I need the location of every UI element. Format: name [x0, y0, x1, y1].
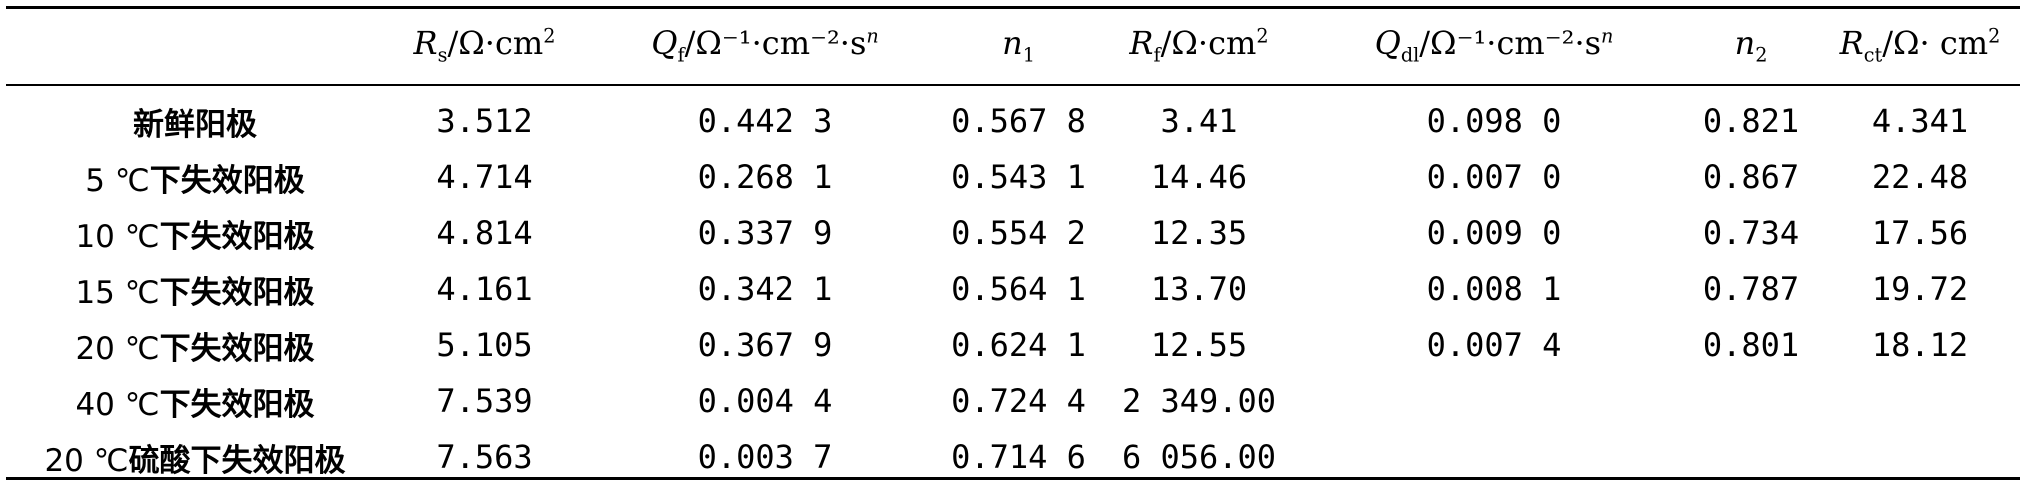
table-cell: 3.41 [1160, 102, 1238, 140]
row-label-prefix: 40 ℃ [75, 386, 160, 423]
row-label-prefix: 5 ℃ [85, 162, 150, 199]
table-row: 40 ℃下失效阳极 7.539 0.004 4 0.724 4 2 349.00 [6, 373, 2020, 429]
table-cell: 0.624 1 [951, 326, 1086, 364]
table-cell: 4.161 [436, 270, 533, 308]
row-label-text: 硫酸下失效阳极 [128, 442, 346, 479]
table-cell [1820, 429, 2020, 485]
table-cell: 0.009 0 [1426, 214, 1562, 252]
table-cell: 0.564 1 [951, 270, 1086, 308]
table-cell: 0.554 2 [951, 214, 1086, 252]
row-label-prefix: 20 ℃ [44, 442, 129, 479]
parameter-table: Rs/Ω·cm2 Qf/Ω⁻¹·cm⁻²·sn n1 Rf/Ω·cm2 Qdl/… [6, 6, 2020, 480]
column-header: Rf/Ω·cm2 [1129, 24, 1269, 67]
table-cell: 0.801 [1702, 326, 1800, 364]
table-cell: 0.337 9 [697, 214, 833, 252]
row-label-prefix: 10 ℃ [75, 218, 160, 255]
table-cell: 17.56 [1871, 214, 1969, 252]
table-cell: 2 349.00 [1121, 382, 1277, 420]
column-header: n1 [1002, 24, 1035, 67]
table-cell: 5.105 [436, 326, 533, 364]
row-label-text: 新鲜阳极 [133, 106, 257, 143]
table-cell: 7.563 [436, 438, 533, 476]
table-row: 20 ℃下失效阳极 5.105 0.367 9 0.624 1 12.55 0.007 4… [6, 317, 2020, 373]
row-label: 5 ℃下失效阳极 [6, 149, 384, 205]
row-label-text: 下失效阳极 [159, 330, 315, 367]
row-label: 10 ℃下失效阳极 [6, 205, 384, 261]
table-cell: 0.367 9 [697, 326, 833, 364]
table-cell: 0.008 1 [1426, 270, 1562, 308]
row-label-prefix: 20 ℃ [75, 330, 160, 367]
table-cell: 6 056.00 [1121, 438, 1277, 476]
data-table: Rs/Ω·cm2 Qf/Ω⁻¹·cm⁻²·sn n1 Rf/Ω·cm2 Qdl/… [6, 6, 2020, 485]
table-cell: 0.543 1 [951, 158, 1086, 196]
table-row: 10 ℃下失效阳极 4.814 0.337 9 0.554 2 12.35 0.009 0… [6, 205, 2020, 261]
table-cell: 0.003 7 [697, 438, 833, 476]
table-cell: 0.867 [1702, 158, 1800, 196]
column-header: Rs/Ω·cm2 [413, 24, 556, 67]
table-cell: 0.342 1 [697, 270, 833, 308]
column-header: Rct/Ω· cm2 [1839, 24, 2001, 67]
header-corner [6, 6, 384, 85]
table-cell: 22.48 [1871, 158, 1969, 196]
row-label-text: 下失效阳极 [159, 274, 315, 311]
table-cell: 0.268 1 [697, 158, 833, 196]
table-cell: 0.442 3 [697, 102, 833, 140]
table-cell: 12.35 [1150, 214, 1248, 252]
table-cell [1306, 373, 1682, 429]
row-label: 新鲜阳极 [6, 85, 384, 149]
table-row: 新鲜阳极 3.512 0.442 3 0.567 8 3.41 0.098 0 0.821 4… [6, 85, 2020, 149]
table-cell: 0.787 [1702, 270, 1800, 308]
table-cell: 7.539 [436, 382, 533, 420]
table-cell: 0.714 6 [951, 438, 1086, 476]
table-cell: 0.821 [1702, 102, 1800, 140]
column-header: Qdl/Ω⁻¹·cm⁻²·sn [1374, 24, 1614, 67]
table-cell [1682, 373, 1820, 429]
table-cell: 14.46 [1150, 158, 1248, 196]
table-cell: 0.734 [1702, 214, 1800, 252]
table-cell: 12.55 [1150, 326, 1248, 364]
row-label: 15 ℃下失效阳极 [6, 261, 384, 317]
row-label-text: 下失效阳极 [159, 218, 315, 255]
table-cell [1820, 373, 2020, 429]
table-cell: 13.70 [1150, 270, 1248, 308]
table-cell [1682, 429, 1820, 485]
table-cell: 0.724 4 [951, 382, 1086, 420]
table-cell: 0.098 0 [1426, 102, 1562, 140]
row-label-text: 下失效阳极 [149, 162, 305, 199]
row-label: 20 ℃硫酸下失效阳极 [6, 429, 384, 485]
header-rule [6, 84, 2020, 86]
bottom-rule [6, 477, 2020, 480]
table-cell: 3.512 [436, 102, 533, 140]
row-label: 40 ℃下失效阳极 [6, 373, 384, 429]
column-header: n2 [1734, 24, 1768, 67]
table-cell: 0.004 4 [697, 382, 833, 420]
top-rule [6, 6, 2020, 9]
table-cell [1306, 429, 1682, 485]
table-row: 20 ℃硫酸下失效阳极 7.563 0.003 7 0.714 6 6 056.00 [6, 429, 2020, 485]
table-cell: 4.714 [436, 158, 533, 196]
table-cell: 0.007 4 [1426, 326, 1562, 364]
table-cell: 4.341 [1871, 102, 1969, 140]
row-label-text: 下失效阳极 [159, 386, 315, 423]
header-row: Rs/Ω·cm2 Qf/Ω⁻¹·cm⁻²·sn n1 Rf/Ω·cm2 Qdl/… [6, 6, 2020, 85]
table-row: 15 ℃下失效阳极 4.161 0.342 1 0.564 1 13.70 0.008 1… [6, 261, 2020, 317]
table-cell: 19.72 [1871, 270, 1969, 308]
table-cell: 18.12 [1871, 326, 1969, 364]
row-label-prefix: 15 ℃ [75, 274, 160, 311]
table-row: 5 ℃下失效阳极 4.714 0.268 1 0.543 1 14.46 0.007 0 0… [6, 149, 2020, 205]
row-label: 20 ℃下失效阳极 [6, 317, 384, 373]
column-header: Qf/Ω⁻¹·cm⁻²·sn [651, 24, 879, 67]
table-cell: 0.007 0 [1426, 158, 1562, 196]
table-cell: 4.814 [436, 214, 533, 252]
table-cell: 0.567 8 [951, 102, 1086, 140]
